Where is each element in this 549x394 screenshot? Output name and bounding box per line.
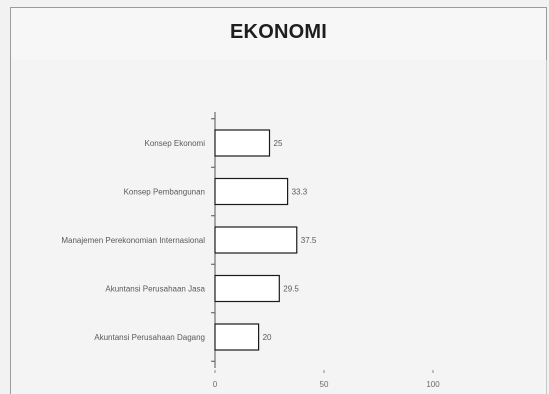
bar xyxy=(214,274,280,303)
category-label: Akuntansi Perusahaan Jasa xyxy=(105,285,205,294)
chart-title: EKONOMI xyxy=(230,21,327,43)
data-label: 25 xyxy=(274,139,283,148)
data-label: 33.3 xyxy=(292,188,308,197)
data-label: 37.5 xyxy=(301,236,317,245)
bar xyxy=(214,177,289,206)
bar xyxy=(214,129,271,157)
category-label: Konsep Pembangunan xyxy=(124,188,205,197)
category-label: Manajemen Perekonomian Internasional xyxy=(61,236,205,245)
category-label: Konsep Ekonomi xyxy=(145,139,206,148)
x-tick-label: 100 xyxy=(426,380,440,389)
bar xyxy=(214,226,298,254)
title-panel: EKONOMI xyxy=(10,7,547,61)
x-tick-label: 50 xyxy=(320,380,329,389)
x-tick-label: 0 xyxy=(213,380,218,389)
data-label: 20 xyxy=(263,333,272,342)
data-label: 29.5 xyxy=(283,285,299,294)
bar xyxy=(214,323,260,351)
category-label: Akuntansi Perusahaan Dagang xyxy=(94,333,205,342)
